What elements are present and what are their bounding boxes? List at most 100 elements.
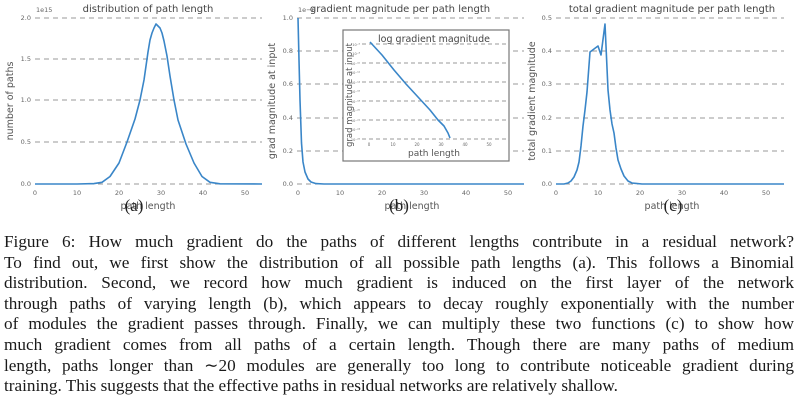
caption-line: much gradient comes from all paths of a … xyxy=(4,334,794,354)
svg-text:20: 20 xyxy=(414,142,420,147)
svg-text:50: 50 xyxy=(762,189,770,197)
svg-text:10⁻²⁰: 10⁻²⁰ xyxy=(351,109,361,113)
svg-text:0: 0 xyxy=(33,189,37,197)
caption-line: distribution. Second, we record how much… xyxy=(4,273,794,293)
panel-c: total gradient magnitude per path length… xyxy=(522,0,797,228)
panel-b: gradient magnitude per path length 1e−6 … xyxy=(262,0,527,228)
y-multiplier: 1e15 xyxy=(36,6,52,14)
svg-text:40: 40 xyxy=(720,189,728,197)
svg-text:10: 10 xyxy=(594,189,602,197)
y-gridlines xyxy=(35,17,262,185)
svg-text:20: 20 xyxy=(115,189,123,197)
svg-text:10: 10 xyxy=(73,189,81,197)
caption-line: through paths of varying length (b), whi… xyxy=(4,293,794,313)
svg-text:30: 30 xyxy=(157,189,165,197)
chart-path-length-distribution: distribution of path length 1e15 2.0 1.5… xyxy=(5,4,263,212)
svg-text:40: 40 xyxy=(462,142,468,147)
chart-total-gradient-per-path-length: total gradient magnitude per path length… xyxy=(527,4,784,212)
caption-line: To find out, we first show the distribut… xyxy=(4,252,794,272)
svg-text:10⁻¹⁸: 10⁻¹⁸ xyxy=(351,100,361,104)
svg-text:20: 20 xyxy=(378,189,386,197)
x-axis-label: path length xyxy=(121,201,176,212)
y-multiplier: 1e−6 xyxy=(298,6,316,14)
svg-text:10⁻¹⁰: 10⁻¹⁰ xyxy=(351,62,361,66)
figure-6-panels: distribution of path length 1e15 2.0 1.5… xyxy=(0,0,797,228)
caption-line: length, paths longer than ∼20 modules ar… xyxy=(4,355,794,375)
x-axis-label: path length xyxy=(645,201,700,212)
svg-text:30: 30 xyxy=(420,189,428,197)
svg-text:2.0: 2.0 xyxy=(21,14,31,22)
sub-label-b: (b) xyxy=(389,196,409,215)
svg-text:10⁻¹²: 10⁻¹² xyxy=(351,71,361,75)
x-tick-labels: 0 10 20 30 40 50 xyxy=(554,189,770,197)
svg-text:20: 20 xyxy=(636,189,644,197)
sub-label-a: (a) xyxy=(124,196,144,215)
inset-title: log gradient magnitude xyxy=(378,34,490,45)
svg-text:10: 10 xyxy=(390,142,396,147)
y-tick-labels: 2.0 1.5 1.0 0.5 0.0 xyxy=(21,14,31,188)
svg-text:0.0: 0.0 xyxy=(21,180,31,188)
svg-text:0.2: 0.2 xyxy=(542,114,552,122)
caption-line: Figure 6: How much gradient do the paths… xyxy=(4,232,794,251)
svg-text:0: 0 xyxy=(296,189,300,197)
svg-text:1.0: 1.0 xyxy=(21,96,31,104)
distribution-curve xyxy=(35,23,263,185)
svg-text:10⁻¹⁴: 10⁻¹⁴ xyxy=(351,81,361,85)
svg-text:0.1: 0.1 xyxy=(542,147,552,155)
svg-text:1.5: 1.5 xyxy=(21,55,31,63)
chart-title: total gradient magnitude per path length xyxy=(569,4,775,15)
x-tick-labels: 0 10 20 30 40 50 xyxy=(33,189,249,197)
sub-label-c: (c) xyxy=(663,196,683,215)
svg-text:0.0: 0.0 xyxy=(542,180,552,188)
svg-text:10⁻⁶: 10⁻⁶ xyxy=(352,43,360,47)
y-axis-label: total gradient magnitude xyxy=(527,41,538,160)
svg-text:0: 0 xyxy=(554,189,558,197)
svg-text:10⁻⁸: 10⁻⁸ xyxy=(352,52,360,56)
y-axis-label: grad magnitude at input xyxy=(267,43,278,159)
inset-x-axis-label: path length xyxy=(408,149,460,159)
x-axis-label: path length xyxy=(385,201,440,212)
svg-text:0.2: 0.2 xyxy=(283,147,293,155)
svg-text:0.5: 0.5 xyxy=(21,138,31,146)
chart-title: gradient magnitude per path length xyxy=(310,4,490,15)
y-tick-labels: 0.5 0.4 0.3 0.2 0.1 0.0 xyxy=(542,14,552,188)
x-tick-labels: 0 10 20 30 40 50 xyxy=(296,189,512,197)
inset-log-curve xyxy=(369,41,451,139)
y-gridlines xyxy=(556,17,784,185)
svg-text:0.4: 0.4 xyxy=(283,114,293,122)
svg-text:30: 30 xyxy=(438,142,444,147)
svg-text:40: 40 xyxy=(199,189,207,197)
svg-text:10⁻²⁶: 10⁻²⁶ xyxy=(351,138,361,142)
svg-text:50: 50 xyxy=(504,189,512,197)
inset-y-tick-labels: 10⁻⁶ 10⁻⁸ 10⁻¹⁰ 10⁻¹² 10⁻¹⁴ 10⁻¹⁶ 10⁻¹⁸ … xyxy=(351,43,361,142)
svg-text:0.4: 0.4 xyxy=(542,47,552,55)
svg-text:50: 50 xyxy=(241,189,249,197)
figure-caption: Figure 6: How much gradient do the paths… xyxy=(4,232,794,397)
svg-text:0.3: 0.3 xyxy=(542,80,552,88)
chart-title: distribution of path length xyxy=(83,4,214,15)
caption-line: of modules the gradient passes through. … xyxy=(4,314,794,334)
svg-text:10⁻¹⁶: 10⁻¹⁶ xyxy=(351,90,361,94)
svg-text:50: 50 xyxy=(486,142,492,147)
inset-y-axis-label: grad magnitude at input xyxy=(345,42,355,147)
caption-line: training. This suggests that the effecti… xyxy=(4,376,618,396)
inset-x-tick-labels: 0 10 20 30 40 50 xyxy=(368,142,492,147)
svg-text:0.6: 0.6 xyxy=(283,80,293,88)
svg-text:0.0: 0.0 xyxy=(283,180,293,188)
y-tick-labels: 1.0 0.8 0.6 0.4 0.2 0.0 xyxy=(283,14,293,188)
svg-text:30: 30 xyxy=(678,189,686,197)
total-gradient-curve xyxy=(556,23,784,185)
svg-text:10⁻²²: 10⁻²² xyxy=(351,119,361,123)
y-axis-label: number of paths xyxy=(5,62,16,141)
chart-gradient-per-path-length: gradient magnitude per path length 1e−6 … xyxy=(267,4,524,212)
svg-text:10⁻²⁴: 10⁻²⁴ xyxy=(351,128,361,132)
svg-text:40: 40 xyxy=(462,189,470,197)
svg-text:1.0: 1.0 xyxy=(283,14,293,22)
svg-text:0: 0 xyxy=(368,142,371,147)
svg-text:10: 10 xyxy=(336,189,344,197)
panel-a: distribution of path length 1e15 2.0 1.5… xyxy=(0,0,265,228)
inset-log-gradient: log gradient magnitude 10⁻⁶ 10⁻⁸ 10⁻¹⁰ 1… xyxy=(342,29,510,162)
svg-text:0.5: 0.5 xyxy=(542,14,552,22)
gradient-decay-curve xyxy=(297,17,524,185)
svg-text:0.8: 0.8 xyxy=(283,47,293,55)
